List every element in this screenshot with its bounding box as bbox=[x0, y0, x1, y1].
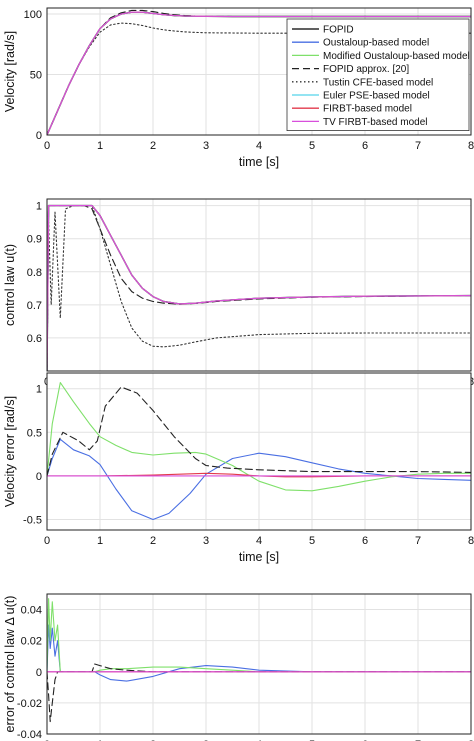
legend: FOPID Oustaloup-based model Modified Ousta… bbox=[286, 18, 470, 131]
y-tick-label: -0.04 bbox=[17, 729, 42, 741]
x-tick-label: 3 bbox=[203, 140, 209, 152]
y-axis-label: Velocity [rad/s] bbox=[3, 31, 17, 112]
x-tick-label: 2 bbox=[150, 535, 156, 547]
y-tick-label: 0.02 bbox=[21, 636, 42, 648]
legend-entry-modified-oustaloup-based-model: Modified Oustaloup-based model bbox=[323, 51, 470, 62]
x-tick-label: 4 bbox=[256, 535, 262, 547]
y-tick-label: 0.6 bbox=[27, 333, 42, 345]
series-group bbox=[47, 9, 471, 135]
x-tick-label: 1 bbox=[97, 739, 103, 741]
x-tick-label: 8 bbox=[468, 739, 474, 741]
y-tick-label: 0.8 bbox=[27, 267, 42, 279]
x-tick-label: 2 bbox=[150, 739, 156, 741]
series-line-fopid-approx-20 bbox=[47, 663, 471, 723]
axes-frame bbox=[46, 198, 472, 372]
x-tick-label: 1 bbox=[97, 535, 103, 547]
series-line-modified-oustaloup-based-model bbox=[47, 382, 471, 492]
y-tick-label: 0.5 bbox=[27, 427, 42, 439]
x-tick-label: 5 bbox=[309, 535, 315, 547]
y-tick-label: 0.9 bbox=[27, 234, 42, 246]
x-tick-label: 0 bbox=[44, 535, 50, 547]
y-tick-label: 1 bbox=[36, 384, 42, 396]
y-axis-label: error of control law Δ u(t) bbox=[3, 596, 17, 733]
series-line-tv-firbt-based-model bbox=[47, 205, 471, 371]
series-group bbox=[47, 204, 471, 371]
x-tick-label: 4 bbox=[256, 739, 262, 741]
x-tick-label: 6 bbox=[362, 739, 368, 741]
axes-frame bbox=[46, 7, 472, 136]
legend-entry-tv-firbt-based-model: TV FIRBT-based model bbox=[323, 117, 427, 128]
y-tick-label: -0.5 bbox=[23, 515, 42, 527]
x-tick-label: 3 bbox=[203, 739, 209, 741]
x-tick-label: 5 bbox=[309, 140, 315, 152]
y-tick-label: 0.04 bbox=[21, 605, 42, 617]
y-tick-label: 0.7 bbox=[27, 300, 42, 312]
y-axis-label: Velocity error [rad/s] bbox=[3, 396, 17, 507]
x-tick-label: 2 bbox=[150, 140, 156, 152]
series-group bbox=[47, 382, 471, 521]
x-axis-label: time [s] bbox=[239, 550, 279, 564]
x-tick-label: 1 bbox=[97, 140, 103, 152]
x-tick-label: 0 bbox=[44, 739, 50, 741]
y-tick-label: -0.02 bbox=[17, 698, 42, 710]
x-tick-label: 6 bbox=[362, 535, 368, 547]
x-axis-label: time [s] bbox=[239, 155, 279, 169]
x-tick-label: 0 bbox=[44, 140, 50, 152]
x-tick-label: 8 bbox=[468, 140, 474, 152]
y-tick-label: 50 bbox=[30, 70, 42, 82]
x-tick-label: 7 bbox=[415, 535, 421, 547]
series-line-fopid-approx-20 bbox=[47, 386, 471, 477]
legend-box bbox=[286, 18, 470, 131]
series-line-tustin-cfe-based-model bbox=[47, 205, 471, 371]
axes-frame bbox=[46, 593, 472, 735]
axes-frame bbox=[46, 372, 472, 531]
x-tick-label: 7 bbox=[415, 739, 421, 741]
x-tick-label: 4 bbox=[256, 140, 262, 152]
y-tick-label: 0 bbox=[36, 667, 42, 679]
legend-entry-oustaloup-based-model: Oustaloup-based model bbox=[323, 38, 429, 49]
y-tick-label: 1 bbox=[36, 201, 42, 213]
y-axis-label: control law u(t) bbox=[3, 244, 17, 326]
legend-entry-fopid-approx-20: FOPID approx. [20] bbox=[323, 64, 409, 75]
y-tick-label: 0 bbox=[36, 471, 42, 483]
legend-entry-tustin-cfe-based-model: Tustin CFE-based model bbox=[323, 77, 433, 88]
legend-entry-euler-pse-based-model: Euler PSE-based model bbox=[323, 91, 430, 102]
x-tick-label: 3 bbox=[203, 535, 209, 547]
x-tick-label: 7 bbox=[415, 140, 421, 152]
legend-entry-firbt-based-model: FIRBT-based model bbox=[323, 104, 412, 115]
series-group bbox=[47, 598, 471, 723]
x-tick-label: 5 bbox=[309, 739, 315, 741]
y-tick-label: 0 bbox=[36, 130, 42, 142]
legend-entry-fopid: FOPID bbox=[323, 25, 354, 36]
x-tick-label: 8 bbox=[468, 535, 474, 547]
series-line-tv-firbt-based-model bbox=[47, 11, 471, 135]
y-tick-label: 100 bbox=[24, 9, 42, 21]
x-tick-label: 6 bbox=[362, 140, 368, 152]
series-line-oustaloup-based-model bbox=[47, 438, 471, 521]
